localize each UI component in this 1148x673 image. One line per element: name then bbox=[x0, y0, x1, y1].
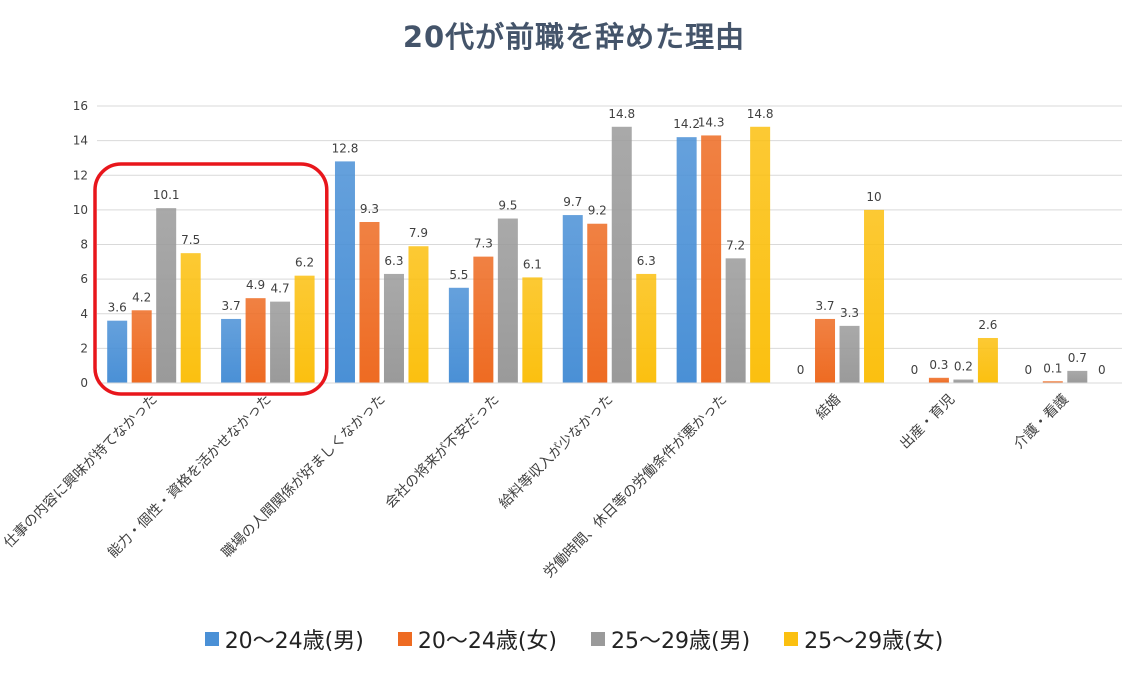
bar-3-1 bbox=[473, 256, 494, 383]
legend-label-1: 20～24歳(女) bbox=[417, 629, 557, 654]
data-label-6-2: 3.3 bbox=[840, 306, 859, 320]
y-tick-label-1: 2 bbox=[80, 341, 88, 355]
data-label-2-0: 12.8 bbox=[332, 141, 359, 155]
data-label-0-3: 7.5 bbox=[181, 233, 200, 247]
y-tick-label-7: 14 bbox=[73, 134, 88, 148]
bar-4-0 bbox=[562, 215, 583, 383]
data-label-7-0: 0 bbox=[911, 363, 919, 377]
bar-6-3 bbox=[864, 209, 885, 383]
data-label-7-3: 2.6 bbox=[978, 318, 997, 332]
bar-2-1 bbox=[359, 221, 380, 383]
data-label-4-0: 9.7 bbox=[563, 195, 582, 209]
data-label-5-1: 14.3 bbox=[698, 115, 725, 129]
data-label-6-0: 0 bbox=[797, 363, 805, 377]
bar-6-2 bbox=[839, 325, 860, 383]
category-label-3: 会社の将来が不安だった bbox=[382, 392, 502, 512]
data-label-2-3: 7.9 bbox=[409, 226, 428, 240]
data-label-8-0: 0 bbox=[1024, 363, 1032, 377]
bar-3-0 bbox=[448, 287, 469, 383]
bar-5-2 bbox=[725, 258, 746, 383]
legend-swatch-2 bbox=[591, 632, 605, 646]
data-label-2-1: 9.3 bbox=[360, 202, 379, 216]
data-label-7-1: 0.3 bbox=[929, 358, 948, 372]
y-tick-label-3: 6 bbox=[80, 272, 88, 286]
legend-item-3: 25～29歳(女) bbox=[784, 623, 943, 655]
legend-label-0: 20～24歳(男) bbox=[224, 629, 364, 654]
y-tick-label-0: 0 bbox=[80, 376, 88, 390]
data-label-3-3: 6.1 bbox=[523, 257, 542, 271]
bar-8-1 bbox=[1042, 381, 1063, 383]
highlight-box bbox=[93, 162, 329, 396]
y-tick-label-5: 10 bbox=[73, 203, 88, 217]
y-tick-label-2: 4 bbox=[80, 307, 88, 321]
bar-3-2 bbox=[497, 218, 518, 383]
bar-4-1 bbox=[587, 223, 608, 383]
bar-8-2 bbox=[1067, 370, 1088, 383]
data-label-8-1: 0.1 bbox=[1043, 361, 1062, 375]
bar-7-3 bbox=[977, 337, 998, 383]
bar-0-2 bbox=[156, 208, 177, 383]
bar-5-0 bbox=[676, 137, 697, 383]
category-label-4: 給料等収入が少なかった bbox=[495, 391, 616, 512]
data-label-4-3: 6.3 bbox=[637, 254, 656, 268]
y-tick-label-8: 16 bbox=[73, 99, 88, 113]
data-label-5-0: 14.2 bbox=[673, 117, 700, 131]
bar-3-3 bbox=[522, 277, 543, 383]
legend-swatch-3 bbox=[784, 632, 799, 646]
bar-0-3 bbox=[180, 253, 201, 383]
category-label-7: 出産・育児 bbox=[897, 392, 958, 453]
y-tick-label-4: 8 bbox=[80, 238, 88, 252]
data-label-6-3: 10 bbox=[866, 190, 881, 204]
data-label-4-2: 14.8 bbox=[608, 107, 635, 121]
y-tick-label-6: 12 bbox=[73, 168, 88, 182]
bar-4-3 bbox=[636, 273, 657, 383]
category-label-8: 介護・看護 bbox=[1011, 392, 1072, 453]
data-label-1-3: 6.2 bbox=[295, 256, 314, 270]
data-label-4-1: 9.2 bbox=[588, 204, 607, 218]
bar-2-0 bbox=[334, 161, 355, 383]
data-label-1-1: 4.9 bbox=[246, 278, 265, 292]
data-label-5-2: 7.2 bbox=[726, 238, 745, 252]
data-label-5-3: 14.8 bbox=[747, 107, 774, 121]
chart-title: 20代が前職を辞めた理由 bbox=[402, 20, 746, 54]
legend-label-3: 25～29歳(女) bbox=[804, 629, 944, 654]
bar-4-2 bbox=[611, 126, 632, 384]
bar-5-3 bbox=[750, 126, 771, 384]
bar-5-1 bbox=[701, 135, 722, 383]
data-label-3-2: 9.5 bbox=[498, 199, 517, 213]
bar-0-1 bbox=[131, 310, 152, 383]
category-label-6: 結婚 bbox=[813, 392, 844, 423]
data-label-8-3: 0 bbox=[1098, 363, 1106, 377]
legend-label-2: 25～29歳(男) bbox=[611, 629, 751, 654]
data-label-7-2: 0.2 bbox=[954, 360, 973, 374]
legend-swatch-1 bbox=[397, 632, 412, 646]
bar-6-1 bbox=[815, 318, 836, 383]
data-label-2-2: 6.3 bbox=[384, 254, 403, 268]
bar-2-2 bbox=[383, 273, 404, 383]
legend-item-1: 20～24歳(女) bbox=[397, 623, 557, 655]
bar-1-0 bbox=[221, 318, 242, 383]
data-label-3-1: 7.3 bbox=[474, 237, 493, 251]
data-label-6-1: 3.7 bbox=[815, 299, 834, 313]
bar-7-1 bbox=[928, 377, 949, 383]
bar-7-2 bbox=[953, 379, 974, 383]
bar-0-0 bbox=[107, 320, 128, 383]
data-label-8-2: 0.7 bbox=[1068, 351, 1087, 365]
bar-2-3 bbox=[408, 246, 429, 383]
bar-1-1 bbox=[245, 298, 266, 383]
bar-1-2 bbox=[270, 301, 291, 383]
legend-swatch-0 bbox=[204, 632, 219, 646]
data-label-0-1: 4.2 bbox=[132, 290, 151, 304]
data-label-0-2: 10.1 bbox=[153, 188, 180, 202]
bar-1-3 bbox=[294, 275, 315, 383]
data-label-3-0: 5.5 bbox=[449, 268, 468, 282]
data-label-1-2: 4.7 bbox=[271, 282, 290, 296]
category-label-5: 労働時間、休日等の労働条件が悪かった bbox=[540, 391, 730, 581]
data-label-0-0: 3.6 bbox=[108, 301, 127, 315]
legend: 20～24歳(男) 20～24歳(女) 25～29歳(男) 25～29歳(女) bbox=[0, 623, 1148, 655]
legend-item-2: 25～29歳(男) bbox=[591, 623, 750, 655]
legend-item-0: 20～24歳(男) bbox=[204, 623, 364, 655]
data-label-1-0: 3.7 bbox=[222, 299, 241, 313]
